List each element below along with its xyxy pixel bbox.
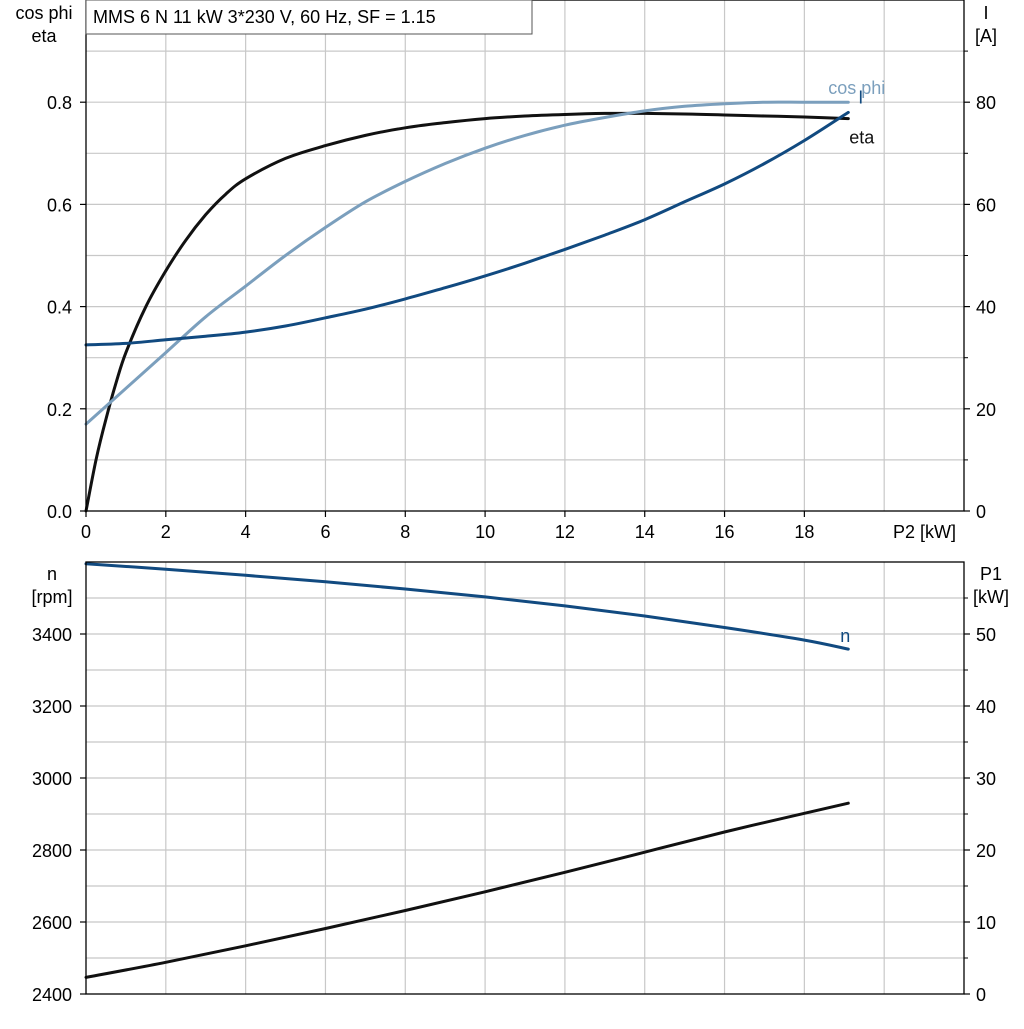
y-right-tick-label: 80 [976,93,996,113]
x-tick-label: 0 [81,522,91,542]
y-right-tick-label: 50 [976,625,996,645]
x-tick-label: 4 [241,522,251,542]
y-right-axis-label: [A] [975,26,997,46]
y-right-tick-label: 30 [976,769,996,789]
y-right-tick-label: 10 [976,913,996,933]
label-layer: 0 2 4 6 8 10 12 14 16 18 P2 [kW] 0.0 0.2 0.4 0.6 0.8 0 20… [15,3,1009,1005]
series-label-current: I [858,87,863,107]
x-tick-label: 6 [320,522,330,542]
x-tick-label: 18 [794,522,814,542]
y-left-tick-label: 0.8 [47,93,72,113]
frame-layer [80,0,970,995]
y-left-tick-label: 2600 [32,913,72,933]
series-speed-line [84,562,850,651]
series-eta-line [84,111,850,513]
y-left-axis-label: n [47,564,57,584]
y-left-tick-label: 2400 [32,985,72,1005]
y-left-tick-label: 3000 [32,769,72,789]
y-left-tick-label: 0.4 [47,298,72,318]
y-left-tick-label: 0.0 [47,502,72,522]
y-right-tick-label: 60 [976,195,996,215]
bottom-chart-grid [86,562,964,994]
series-layer [84,100,850,979]
x-tick-label: 14 [635,522,655,542]
y-right-tick-label: 20 [976,400,996,420]
y-right-axis-label: I [983,3,988,23]
y-right-tick-label: 40 [976,298,996,318]
series-label-speed: n [840,626,850,646]
y-left-tick-label: 0.2 [47,400,72,420]
x-tick-label: 8 [400,522,410,542]
series-label-cos-phi: cos phi [828,78,885,98]
top-chart-grid [86,0,964,511]
y-right-tick-label: 0 [976,502,986,522]
series-p1-line [84,801,850,979]
x-tick-label: 2 [161,522,171,542]
y-left-tick-label: 3400 [32,625,72,645]
y-left-tick-label: 0.6 [47,195,72,215]
series-current-line [84,110,850,347]
x-axis-label: P2 [kW] [893,522,956,542]
y-left-tick-label: 3200 [32,697,72,717]
series-cos-phi-line [84,100,850,426]
series-label-eta: eta [849,128,875,148]
y-right-axis-label: [kW] [973,587,1009,607]
y-right-tick-label: 40 [976,697,996,717]
x-tick-label: 10 [475,522,495,542]
y-left-axis-label: cos phi [15,3,72,23]
y-left-axis-label: eta [31,26,57,46]
y-right-axis-label: P1 [980,564,1002,584]
title-box: MMS 6 N 11 kW 3*230 V, 60 Hz, SF = 1.15 [85,0,533,35]
y-right-tick-label: 0 [976,985,986,1005]
chart-title: MMS 6 N 11 kW 3*230 V, 60 Hz, SF = 1.15 [93,7,436,27]
y-left-tick-label: 2800 [32,841,72,861]
y-right-tick-label: 20 [976,841,996,861]
x-tick-label: 12 [555,522,575,542]
y-left-axis-label: [rpm] [31,587,72,607]
x-tick-label: 16 [715,522,735,542]
